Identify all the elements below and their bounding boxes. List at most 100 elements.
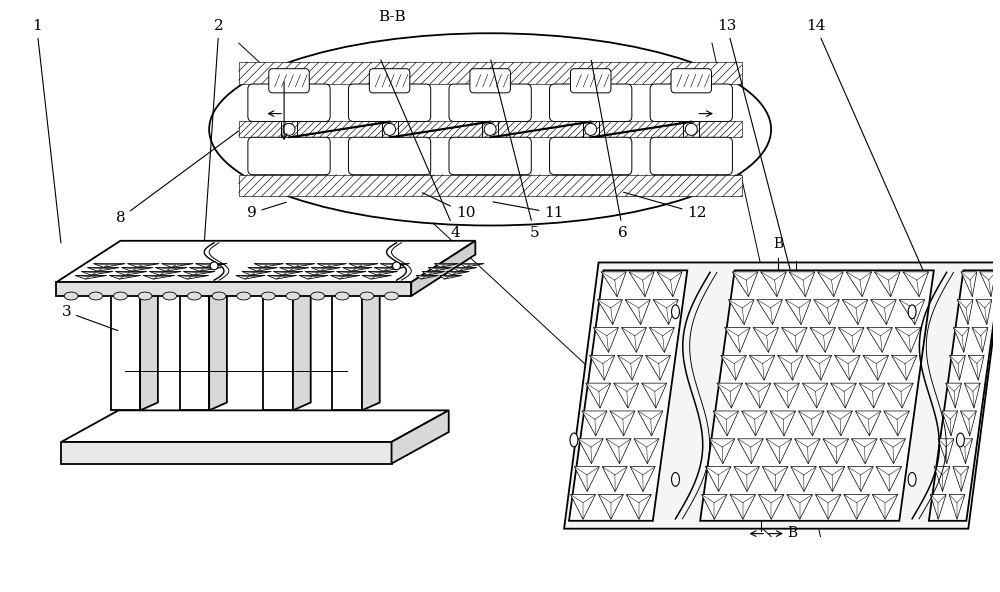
Circle shape bbox=[484, 123, 496, 136]
Polygon shape bbox=[709, 439, 735, 464]
Polygon shape bbox=[625, 300, 650, 324]
Polygon shape bbox=[593, 327, 618, 352]
Polygon shape bbox=[634, 439, 659, 464]
Polygon shape bbox=[570, 494, 595, 519]
Polygon shape bbox=[109, 275, 141, 279]
Polygon shape bbox=[787, 494, 812, 519]
Polygon shape bbox=[293, 284, 311, 410]
Polygon shape bbox=[903, 272, 928, 297]
Polygon shape bbox=[196, 263, 227, 267]
FancyBboxPatch shape bbox=[570, 69, 611, 93]
Ellipse shape bbox=[163, 292, 177, 300]
Polygon shape bbox=[880, 439, 905, 464]
FancyBboxPatch shape bbox=[470, 69, 510, 93]
Polygon shape bbox=[844, 494, 869, 519]
Polygon shape bbox=[380, 263, 409, 267]
Polygon shape bbox=[899, 300, 925, 324]
Polygon shape bbox=[61, 410, 449, 442]
Ellipse shape bbox=[570, 433, 578, 447]
Polygon shape bbox=[586, 383, 611, 408]
Polygon shape bbox=[440, 275, 462, 279]
Text: B: B bbox=[788, 526, 798, 539]
Ellipse shape bbox=[286, 292, 300, 300]
Polygon shape bbox=[855, 411, 881, 436]
Polygon shape bbox=[872, 494, 898, 519]
Polygon shape bbox=[311, 268, 340, 271]
Polygon shape bbox=[614, 383, 639, 408]
Polygon shape bbox=[362, 284, 380, 410]
Polygon shape bbox=[422, 272, 445, 275]
Ellipse shape bbox=[261, 292, 275, 300]
Polygon shape bbox=[331, 275, 360, 279]
Polygon shape bbox=[254, 263, 283, 267]
Polygon shape bbox=[184, 272, 215, 275]
Ellipse shape bbox=[360, 292, 374, 300]
Polygon shape bbox=[286, 263, 315, 267]
Polygon shape bbox=[946, 383, 961, 408]
Ellipse shape bbox=[908, 305, 916, 318]
Polygon shape bbox=[766, 439, 792, 464]
Polygon shape bbox=[823, 439, 849, 464]
Text: 5: 5 bbox=[491, 60, 539, 240]
Polygon shape bbox=[953, 466, 969, 491]
Polygon shape bbox=[753, 327, 779, 352]
Polygon shape bbox=[453, 268, 477, 271]
Polygon shape bbox=[268, 275, 297, 279]
Polygon shape bbox=[597, 300, 622, 324]
Polygon shape bbox=[818, 272, 843, 297]
Polygon shape bbox=[638, 411, 663, 436]
Polygon shape bbox=[761, 272, 786, 297]
Polygon shape bbox=[180, 284, 227, 292]
Polygon shape bbox=[713, 411, 739, 436]
Polygon shape bbox=[730, 494, 756, 519]
Polygon shape bbox=[749, 355, 775, 380]
Polygon shape bbox=[428, 268, 451, 271]
Polygon shape bbox=[590, 355, 615, 380]
Polygon shape bbox=[831, 383, 856, 408]
FancyBboxPatch shape bbox=[348, 137, 431, 175]
Bar bbox=[239, 62, 742, 84]
Polygon shape bbox=[964, 383, 980, 408]
Text: 12: 12 bbox=[624, 192, 707, 220]
Ellipse shape bbox=[672, 305, 679, 318]
Polygon shape bbox=[143, 275, 175, 279]
Text: 8: 8 bbox=[116, 131, 238, 225]
Polygon shape bbox=[702, 494, 727, 519]
Polygon shape bbox=[859, 383, 885, 408]
Text: 4: 4 bbox=[381, 60, 461, 240]
Polygon shape bbox=[374, 268, 403, 271]
Polygon shape bbox=[949, 494, 965, 519]
Polygon shape bbox=[980, 272, 996, 297]
Polygon shape bbox=[343, 268, 372, 271]
Polygon shape bbox=[848, 466, 873, 491]
Polygon shape bbox=[299, 275, 328, 279]
Ellipse shape bbox=[672, 472, 679, 486]
FancyBboxPatch shape bbox=[449, 137, 531, 175]
Polygon shape bbox=[630, 466, 655, 491]
Polygon shape bbox=[111, 284, 158, 292]
Polygon shape bbox=[732, 272, 758, 297]
Polygon shape bbox=[789, 272, 815, 297]
Polygon shape bbox=[317, 263, 346, 267]
Text: 1: 1 bbox=[32, 19, 61, 243]
Circle shape bbox=[384, 123, 396, 136]
Polygon shape bbox=[149, 272, 181, 275]
Polygon shape bbox=[888, 383, 913, 408]
Polygon shape bbox=[236, 275, 265, 279]
Polygon shape bbox=[61, 442, 392, 464]
FancyBboxPatch shape bbox=[348, 84, 431, 121]
Polygon shape bbox=[875, 272, 900, 297]
Text: 2: 2 bbox=[204, 19, 224, 241]
Polygon shape bbox=[447, 272, 469, 275]
FancyBboxPatch shape bbox=[650, 137, 732, 175]
Polygon shape bbox=[156, 268, 187, 271]
Polygon shape bbox=[972, 327, 988, 352]
Polygon shape bbox=[802, 383, 828, 408]
Polygon shape bbox=[842, 300, 868, 324]
Polygon shape bbox=[795, 439, 820, 464]
Polygon shape bbox=[122, 268, 153, 271]
FancyBboxPatch shape bbox=[550, 137, 632, 175]
Polygon shape bbox=[774, 383, 799, 408]
Polygon shape bbox=[209, 284, 227, 410]
Ellipse shape bbox=[311, 292, 325, 300]
